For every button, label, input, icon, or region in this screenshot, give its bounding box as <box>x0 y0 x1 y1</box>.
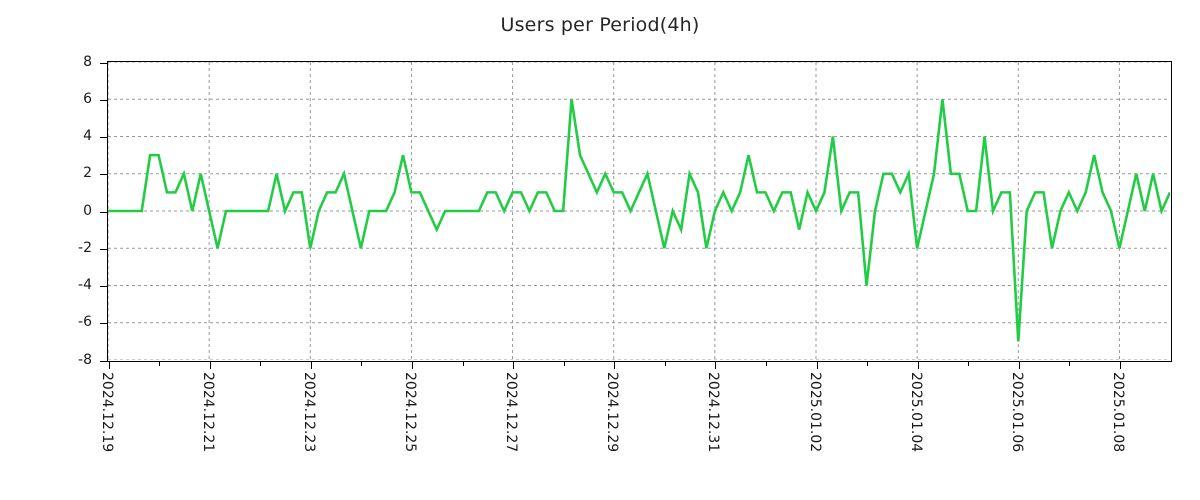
x-axis-tick-label: 2024.12.23 <box>300 372 317 453</box>
x-axis-tick-mark <box>715 362 717 369</box>
y-axis-tick-mark <box>100 248 107 250</box>
x-axis-tick-mark <box>816 362 818 369</box>
y-axis-tick-label: -4 <box>78 277 92 293</box>
y-axis-tick-mark <box>100 323 107 325</box>
x-axis-tick-mark <box>513 362 515 369</box>
x-axis-tick-label: 2024.12.29 <box>604 372 621 453</box>
x-axis-minor-tick <box>462 362 464 366</box>
x-axis-tick-label: 2024.12.19 <box>98 372 115 453</box>
data-series-line <box>108 99 1170 342</box>
x-axis-minor-tick <box>664 362 666 366</box>
x-axis-tick-label: 2025.01.06 <box>1008 372 1025 453</box>
x-axis-tick-label: 2024.12.25 <box>401 372 418 453</box>
x-axis-minor-tick <box>563 362 565 366</box>
y-axis-tick-mark <box>100 286 107 287</box>
x-axis-minor-tick <box>765 362 767 366</box>
y-axis-tick-mark <box>100 211 107 213</box>
x-axis-minor-tick <box>1069 362 1071 366</box>
x-axis-minor-tick <box>867 362 869 366</box>
y-axis-tick-label: 0 <box>83 202 92 219</box>
x-axis-tick-mark <box>209 362 211 369</box>
y-axis-tick-label: -6 <box>78 314 92 331</box>
x-axis-minor-tick <box>159 362 161 366</box>
x-axis-tick-mark <box>614 362 616 369</box>
x-axis-tick-label: 2025.01.04 <box>907 372 924 453</box>
series-plot <box>108 62 1170 360</box>
plot-area <box>107 61 1172 362</box>
x-axis-tick-label: 2024.12.27 <box>503 372 520 453</box>
x-axis-tick-mark <box>310 362 312 369</box>
y-axis-tick-mark <box>100 62 107 64</box>
x-axis-tick-mark <box>1018 362 1020 369</box>
y-axis-tick-mark <box>100 360 107 362</box>
x-axis-tick-mark <box>108 362 110 369</box>
x-axis-minor-tick <box>260 362 262 366</box>
y-axis-tick-label: 2 <box>83 165 92 182</box>
y-axis-tick-label: -8 <box>78 351 92 368</box>
y-axis-tick-mark <box>100 137 107 138</box>
x-axis-tick-label: 2025.01.08 <box>1109 372 1126 453</box>
y-axis-tick-label: -2 <box>78 239 92 256</box>
y-axis-tick-mark <box>100 99 107 101</box>
y-axis-tick-label: 6 <box>83 90 92 107</box>
x-axis-tick-mark <box>411 362 413 369</box>
y-axis-tick-label: 8 <box>83 53 92 70</box>
x-axis-tick-label: 2024.12.31 <box>705 372 722 453</box>
y-axis-tick-mark <box>100 174 107 176</box>
page-title: Users per Period(4h) <box>500 14 700 36</box>
x-axis-tick-mark <box>917 362 919 369</box>
x-axis-minor-tick <box>361 362 363 366</box>
y-axis-tick-label: 4 <box>83 128 92 144</box>
x-axis-minor-tick <box>968 362 970 366</box>
x-axis-tick-mark <box>1119 362 1121 369</box>
x-axis-tick-label: 2024.12.21 <box>199 372 216 453</box>
x-axis-tick-label: 2025.01.02 <box>806 372 823 453</box>
